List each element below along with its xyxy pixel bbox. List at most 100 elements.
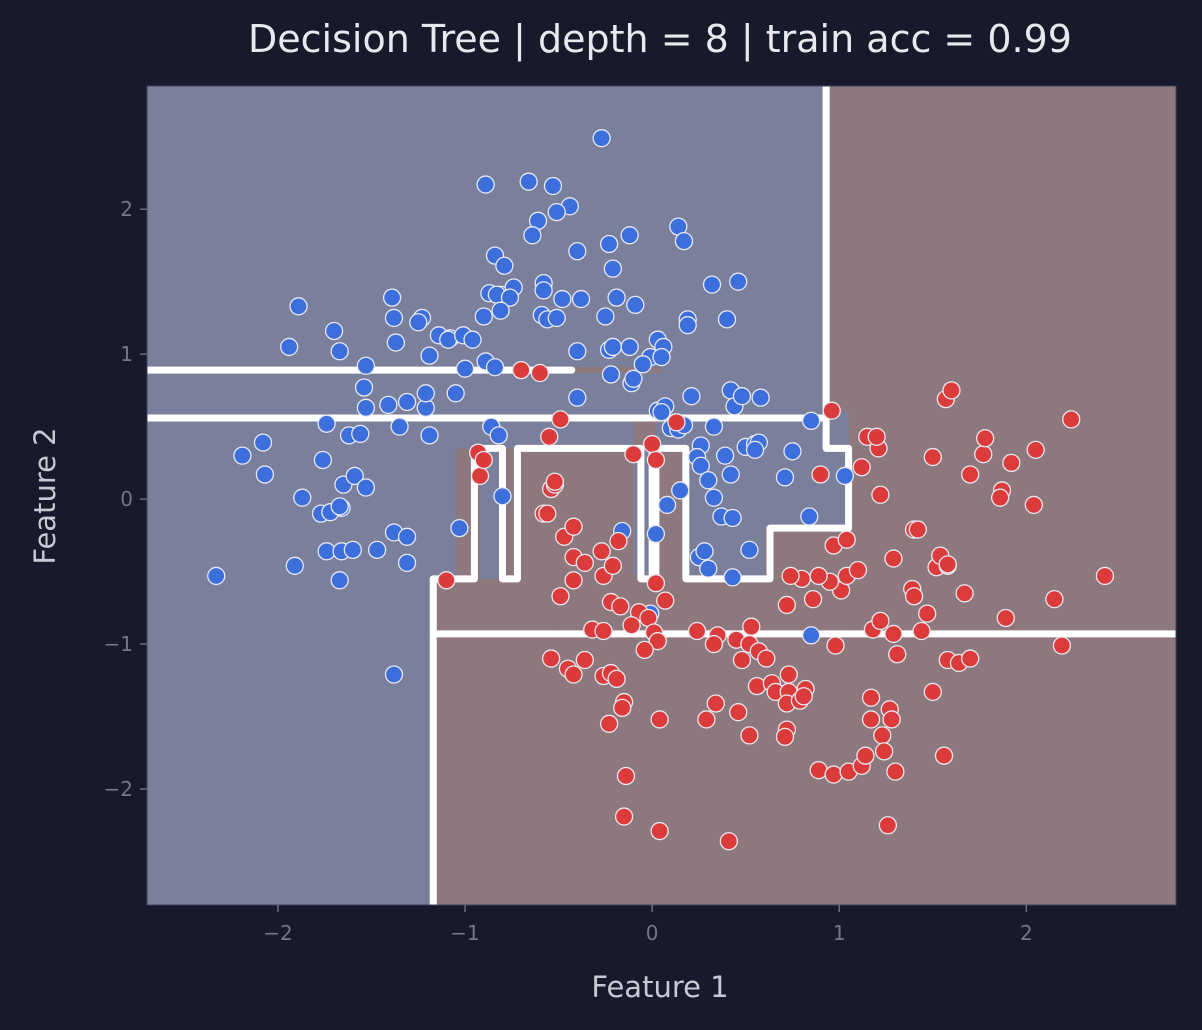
data-point-class-0	[500, 288, 520, 307]
data-point-class-0	[330, 571, 349, 590]
data-point-class-1	[687, 621, 707, 641]
data-point-class-0	[674, 231, 694, 251]
region-class-1	[433, 636, 1176, 905]
data-point-class-0	[603, 259, 623, 278]
data-point-class-0	[607, 288, 626, 307]
data-point-class-0	[491, 301, 510, 320]
y-tick-label: −1	[104, 632, 133, 656]
data-point-class-0	[702, 275, 722, 294]
data-point-class-0	[324, 321, 344, 341]
data-point-class-1	[599, 714, 619, 733]
data-point-class-1	[884, 624, 903, 644]
data-point-class-0	[624, 369, 643, 388]
data-point-class-1	[923, 682, 942, 702]
data-point-class-0	[207, 566, 226, 586]
data-point-class-0	[646, 524, 666, 544]
data-point-class-0	[455, 359, 475, 378]
data-point-class-1	[564, 517, 583, 536]
data-point-class-0	[721, 465, 740, 484]
data-point-class-0	[740, 540, 759, 560]
data-point-class-1	[1002, 453, 1021, 473]
data-point-class-0	[835, 466, 854, 486]
x-axis-ticks: −2 −1 0 1 2	[263, 905, 1033, 945]
data-point-class-1	[719, 832, 739, 851]
data-point-class-1	[934, 746, 954, 765]
data-point-class-0	[280, 337, 299, 357]
data-point-class-0	[523, 226, 542, 245]
x-tick-label: −1	[450, 921, 479, 945]
data-point-class-1	[904, 587, 924, 606]
data-point-class-0	[652, 403, 671, 422]
data-point-class-0	[476, 175, 495, 194]
data-point-class-0	[495, 256, 514, 275]
data-point-class-1	[603, 556, 623, 575]
x-tick-label: 1	[833, 921, 846, 945]
data-point-class-0	[592, 129, 611, 148]
data-point-class-0	[745, 440, 765, 459]
data-point-class-0	[599, 234, 619, 254]
data-point-class-0	[699, 559, 718, 578]
y-tick-label: 2	[120, 197, 133, 221]
data-point-class-1	[974, 445, 993, 464]
data-point-class-0	[699, 471, 718, 490]
data-point-class-1	[706, 694, 725, 713]
data-point-class-1	[873, 726, 892, 745]
data-point-class-1	[575, 553, 594, 573]
data-point-class-1	[575, 650, 594, 670]
data-point-class-1	[822, 401, 841, 420]
plot-frame	[146, 85, 1177, 906]
data-point-class-1	[607, 669, 626, 689]
data-point-class-1	[955, 584, 974, 603]
data-point-class-1	[650, 821, 669, 841]
data-point-class-1	[1062, 410, 1081, 429]
data-point-class-1	[530, 363, 550, 383]
data-point-class-1	[779, 665, 798, 684]
region-class-0-island	[521, 419, 634, 449]
data-point-class-1	[613, 698, 632, 718]
data-point-class-0	[356, 478, 376, 497]
data-point-class-0	[802, 411, 821, 430]
data-point-class-0	[330, 497, 349, 516]
region-class-1	[848, 412, 1176, 637]
data-point-class-0	[620, 337, 639, 357]
data-point-class-0	[534, 281, 553, 300]
x-tick-label: 2	[1020, 921, 1033, 945]
data-point-class-0	[356, 398, 376, 417]
data-point-class-0	[704, 488, 724, 507]
data-point-class-0	[571, 289, 591, 309]
data-point-class-1	[809, 761, 828, 780]
data-point-class-1	[990, 488, 1010, 507]
data-point-class-0	[626, 295, 645, 315]
data-point-class-0	[356, 356, 376, 375]
data-point-class-0	[317, 414, 336, 433]
data-point-class-0	[382, 288, 402, 307]
data-point-class-0	[253, 433, 273, 452]
data-point-class-1	[740, 726, 759, 745]
data-point-class-1	[642, 434, 662, 454]
data-point-class-1	[996, 608, 1015, 628]
data-point-class-1	[437, 571, 456, 590]
data-point-class-0	[343, 540, 362, 560]
data-point-class-0	[553, 289, 572, 309]
data-point-class-1	[704, 634, 724, 654]
data-point-class-1	[1026, 440, 1045, 459]
chart-title: Decision Tree | depth = 8 | train acc = …	[248, 17, 1072, 62]
data-point-class-0	[723, 508, 742, 528]
data-point-class-0	[732, 387, 752, 406]
data-point-class-1	[852, 458, 871, 477]
data-point-class-1	[541, 649, 561, 668]
data-point-class-1	[918, 604, 937, 623]
data-point-class-0	[233, 446, 252, 465]
data-point-class-1	[564, 571, 583, 590]
plot-area	[146, 85, 1177, 906]
x-tick-label: 0	[646, 921, 659, 945]
data-point-class-0	[439, 330, 458, 349]
data-point-class-1	[757, 649, 776, 668]
y-axis-ticks: −2 −1 0 1 2	[104, 197, 147, 801]
data-point-class-1	[650, 710, 669, 729]
data-point-class-0	[568, 242, 587, 261]
data-point-class-1	[961, 465, 980, 484]
data-point-class-1	[538, 504, 557, 523]
data-point-class-0	[691, 456, 710, 475]
